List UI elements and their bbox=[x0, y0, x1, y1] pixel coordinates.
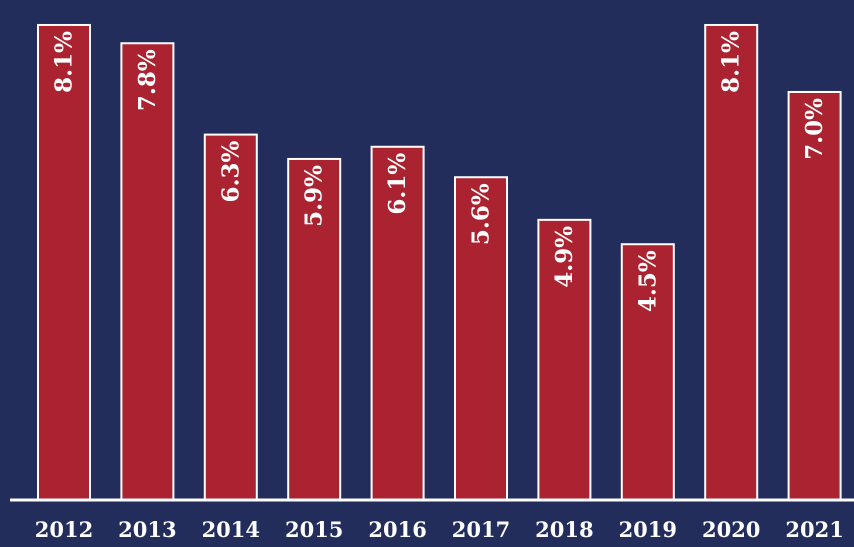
x-tick-label: 2013 bbox=[118, 517, 176, 542]
x-tick-label: 2020 bbox=[702, 517, 760, 542]
bar-value-label: 7.0% bbox=[801, 98, 828, 160]
bar-2012 bbox=[37, 23, 91, 501]
bar-value-label: 7.8% bbox=[134, 49, 161, 111]
x-axis-ticks: 2012 2013 2014 2015 2016 2017 2018 2019 2020 2021 bbox=[35, 517, 844, 542]
x-tick-label: 2021 bbox=[785, 517, 843, 542]
x-tick-label: 2019 bbox=[619, 517, 677, 542]
bar-2014 bbox=[203, 133, 258, 501]
x-tick-label: 2015 bbox=[285, 517, 343, 542]
bar-2021 bbox=[787, 90, 842, 501]
bar-value-label: 4.9% bbox=[551, 226, 578, 288]
x-tick-label: 2017 bbox=[452, 517, 510, 542]
bar-2018 bbox=[537, 218, 592, 502]
bars-layer: 8.1% 7.8% 6.3% 5.9% 6.1% 5.6% 4.9% 4.5% 8.1% 7.0% bbox=[37, 23, 842, 502]
bar-value-label: 8.1% bbox=[51, 31, 78, 93]
bar-2020 bbox=[704, 23, 759, 501]
bar-value-label: 6.1% bbox=[384, 153, 411, 215]
x-tick-label: 2016 bbox=[368, 517, 426, 542]
bar-value-label: 4.5% bbox=[634, 250, 661, 312]
bar-value-label: 6.3% bbox=[217, 140, 244, 202]
bar-value-label: 5.6% bbox=[468, 183, 495, 245]
bar-2013 bbox=[120, 42, 175, 501]
bar-2016 bbox=[370, 145, 425, 501]
x-tick-label: 2014 bbox=[202, 517, 260, 542]
x-tick-label: 2018 bbox=[535, 517, 593, 542]
bar-value-label: 5.9% bbox=[301, 165, 328, 227]
x-tick-label: 2012 bbox=[35, 517, 93, 542]
bar-value-label: 8.1% bbox=[718, 31, 745, 93]
